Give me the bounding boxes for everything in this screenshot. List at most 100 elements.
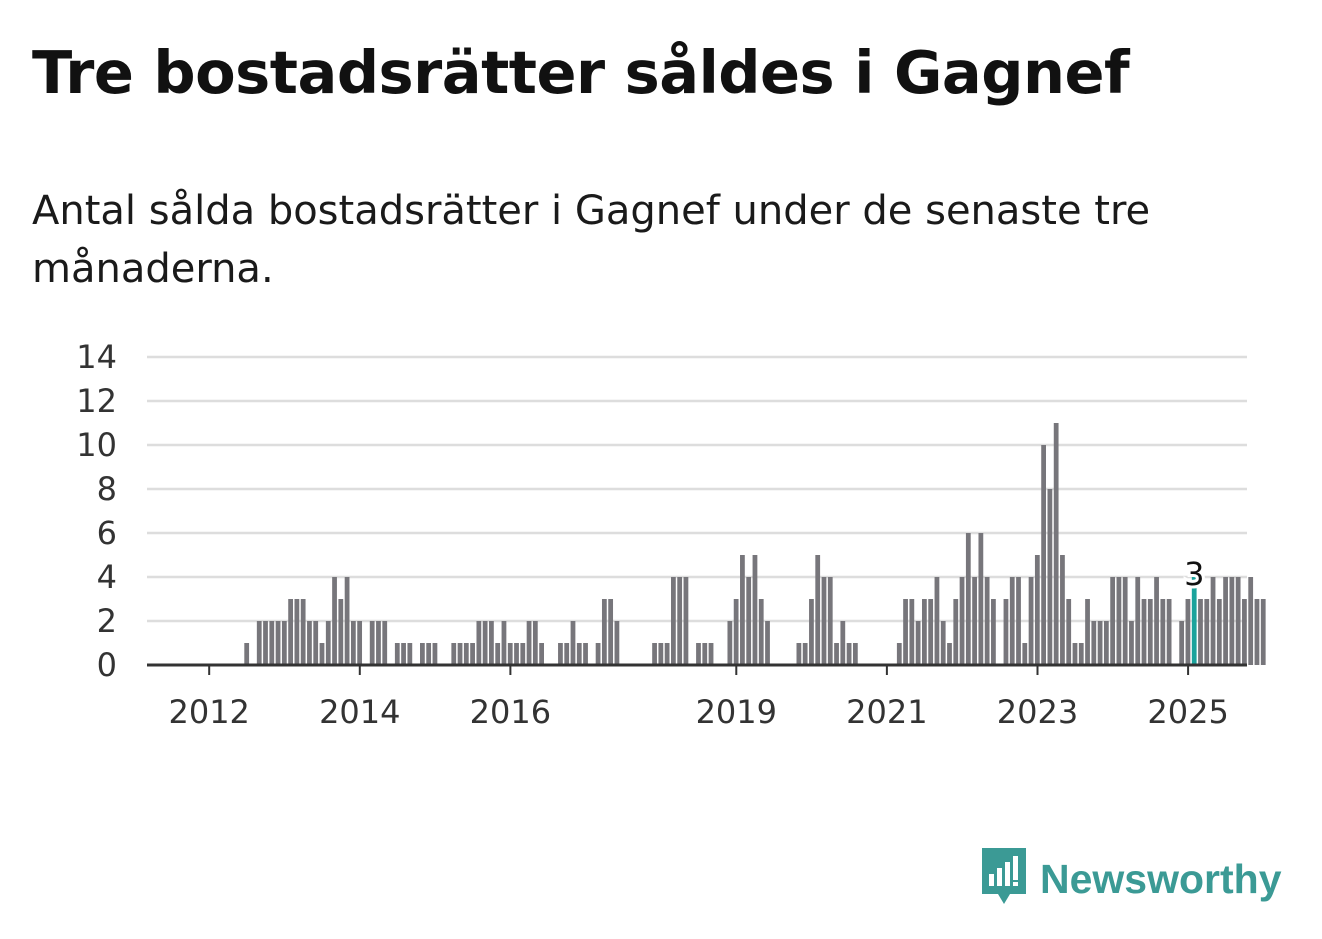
bar — [608, 599, 614, 665]
bar — [1260, 599, 1266, 665]
bar — [972, 577, 977, 665]
bar — [539, 643, 544, 665]
bar — [482, 621, 488, 665]
bar — [256, 621, 262, 665]
bar — [1016, 577, 1021, 665]
bar — [984, 577, 990, 665]
bar — [1141, 599, 1147, 665]
bar — [376, 621, 381, 665]
bar — [451, 643, 457, 665]
x-tick-label: 2014 — [319, 693, 400, 731]
bar — [495, 643, 501, 665]
bar — [470, 643, 475, 665]
bar — [332, 577, 337, 665]
bar — [275, 621, 281, 665]
bar — [476, 621, 482, 665]
bar — [307, 621, 312, 665]
bar — [846, 643, 852, 665]
bar — [978, 533, 984, 665]
bar — [1053, 423, 1059, 665]
y-tick-label: 2 — [97, 602, 117, 640]
bar — [959, 577, 965, 665]
bar — [1116, 577, 1122, 665]
y-tick-label: 10 — [76, 426, 117, 464]
bar — [357, 621, 363, 665]
bar — [558, 643, 563, 665]
bar — [1009, 577, 1015, 665]
bar — [401, 643, 406, 665]
bar — [765, 621, 770, 665]
bar — [1034, 555, 1040, 665]
bar — [1160, 599, 1166, 665]
bar — [991, 599, 996, 665]
bar — [407, 643, 413, 665]
bar — [1254, 599, 1260, 665]
bar — [671, 577, 676, 665]
bar — [677, 577, 683, 665]
bar — [382, 621, 388, 665]
bar — [463, 643, 469, 665]
bar — [928, 599, 934, 665]
bar — [432, 643, 438, 665]
bar — [1003, 599, 1009, 665]
bar — [1066, 599, 1072, 665]
bar — [1198, 599, 1203, 665]
bar — [263, 621, 268, 665]
bar — [840, 621, 846, 665]
newsworthy-logo-icon — [980, 846, 1028, 912]
bar — [896, 643, 902, 665]
bar — [1085, 599, 1090, 665]
newsworthy-brand: Newsworthy — [980, 848, 1282, 910]
bar — [821, 577, 827, 665]
y-tick-label: 6 — [97, 514, 117, 552]
bar — [1248, 577, 1254, 665]
bar — [746, 577, 752, 665]
bar — [344, 577, 350, 665]
bar — [288, 599, 293, 665]
bar — [1122, 577, 1128, 665]
bar — [758, 599, 764, 665]
bar — [576, 643, 582, 665]
y-tick-label: 4 — [97, 558, 117, 596]
bar — [809, 599, 814, 665]
bar — [1091, 621, 1097, 665]
bar — [664, 643, 670, 665]
bar — [350, 621, 356, 665]
bar — [1110, 577, 1116, 665]
bar — [1047, 489, 1053, 665]
bar — [1210, 577, 1216, 665]
bar — [313, 621, 319, 665]
bar — [489, 621, 494, 665]
bar — [953, 599, 959, 665]
bar — [300, 599, 306, 665]
bar — [294, 599, 300, 665]
bar — [740, 555, 745, 665]
bar — [752, 555, 758, 665]
bar — [834, 643, 839, 665]
bar — [583, 643, 588, 665]
bar — [683, 577, 689, 665]
bar — [909, 599, 915, 665]
bar — [501, 621, 507, 665]
bar — [269, 621, 275, 665]
bar — [1216, 599, 1222, 665]
bar — [244, 643, 250, 665]
x-tick-label: 2012 — [168, 693, 249, 731]
chart-title: Tre bostadsrätter såldes i Gagnef — [32, 38, 1130, 107]
bar — [796, 643, 802, 665]
bar — [1179, 621, 1185, 665]
bar — [1028, 577, 1034, 665]
bar — [1129, 621, 1134, 665]
bar — [420, 643, 425, 665]
bar — [1072, 643, 1078, 665]
y-tick-label: 12 — [76, 382, 117, 420]
bar — [1154, 577, 1159, 665]
bar — [1242, 599, 1247, 665]
bar — [915, 621, 921, 665]
bar — [1166, 599, 1172, 665]
bar — [658, 643, 664, 665]
bar — [595, 643, 601, 665]
bar — [1204, 599, 1210, 665]
x-tick-label: 2023 — [997, 693, 1078, 731]
bar — [426, 643, 432, 665]
